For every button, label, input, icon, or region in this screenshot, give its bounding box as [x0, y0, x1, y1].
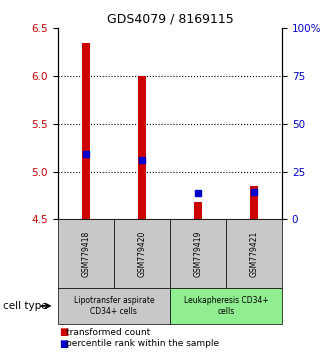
- Text: GSM779420: GSM779420: [137, 230, 147, 277]
- Text: cell type: cell type: [3, 301, 48, 311]
- Text: ■: ■: [59, 327, 69, 337]
- Text: Leukapheresis CD34+
cells: Leukapheresis CD34+ cells: [184, 296, 268, 316]
- Bar: [250, 186, 258, 219]
- Text: percentile rank within the sample: percentile rank within the sample: [66, 339, 219, 348]
- Bar: [138, 76, 146, 219]
- Text: ■: ■: [59, 339, 69, 349]
- Bar: [82, 43, 90, 219]
- Text: transformed count: transformed count: [66, 327, 150, 337]
- Text: GSM779421: GSM779421: [249, 230, 259, 277]
- Text: GSM779418: GSM779418: [81, 230, 90, 277]
- Text: GSM779419: GSM779419: [193, 230, 203, 277]
- Text: Lipotransfer aspirate
CD34+ cells: Lipotransfer aspirate CD34+ cells: [74, 296, 154, 316]
- Bar: [194, 202, 202, 219]
- Title: GDS4079 / 8169115: GDS4079 / 8169115: [107, 13, 233, 26]
